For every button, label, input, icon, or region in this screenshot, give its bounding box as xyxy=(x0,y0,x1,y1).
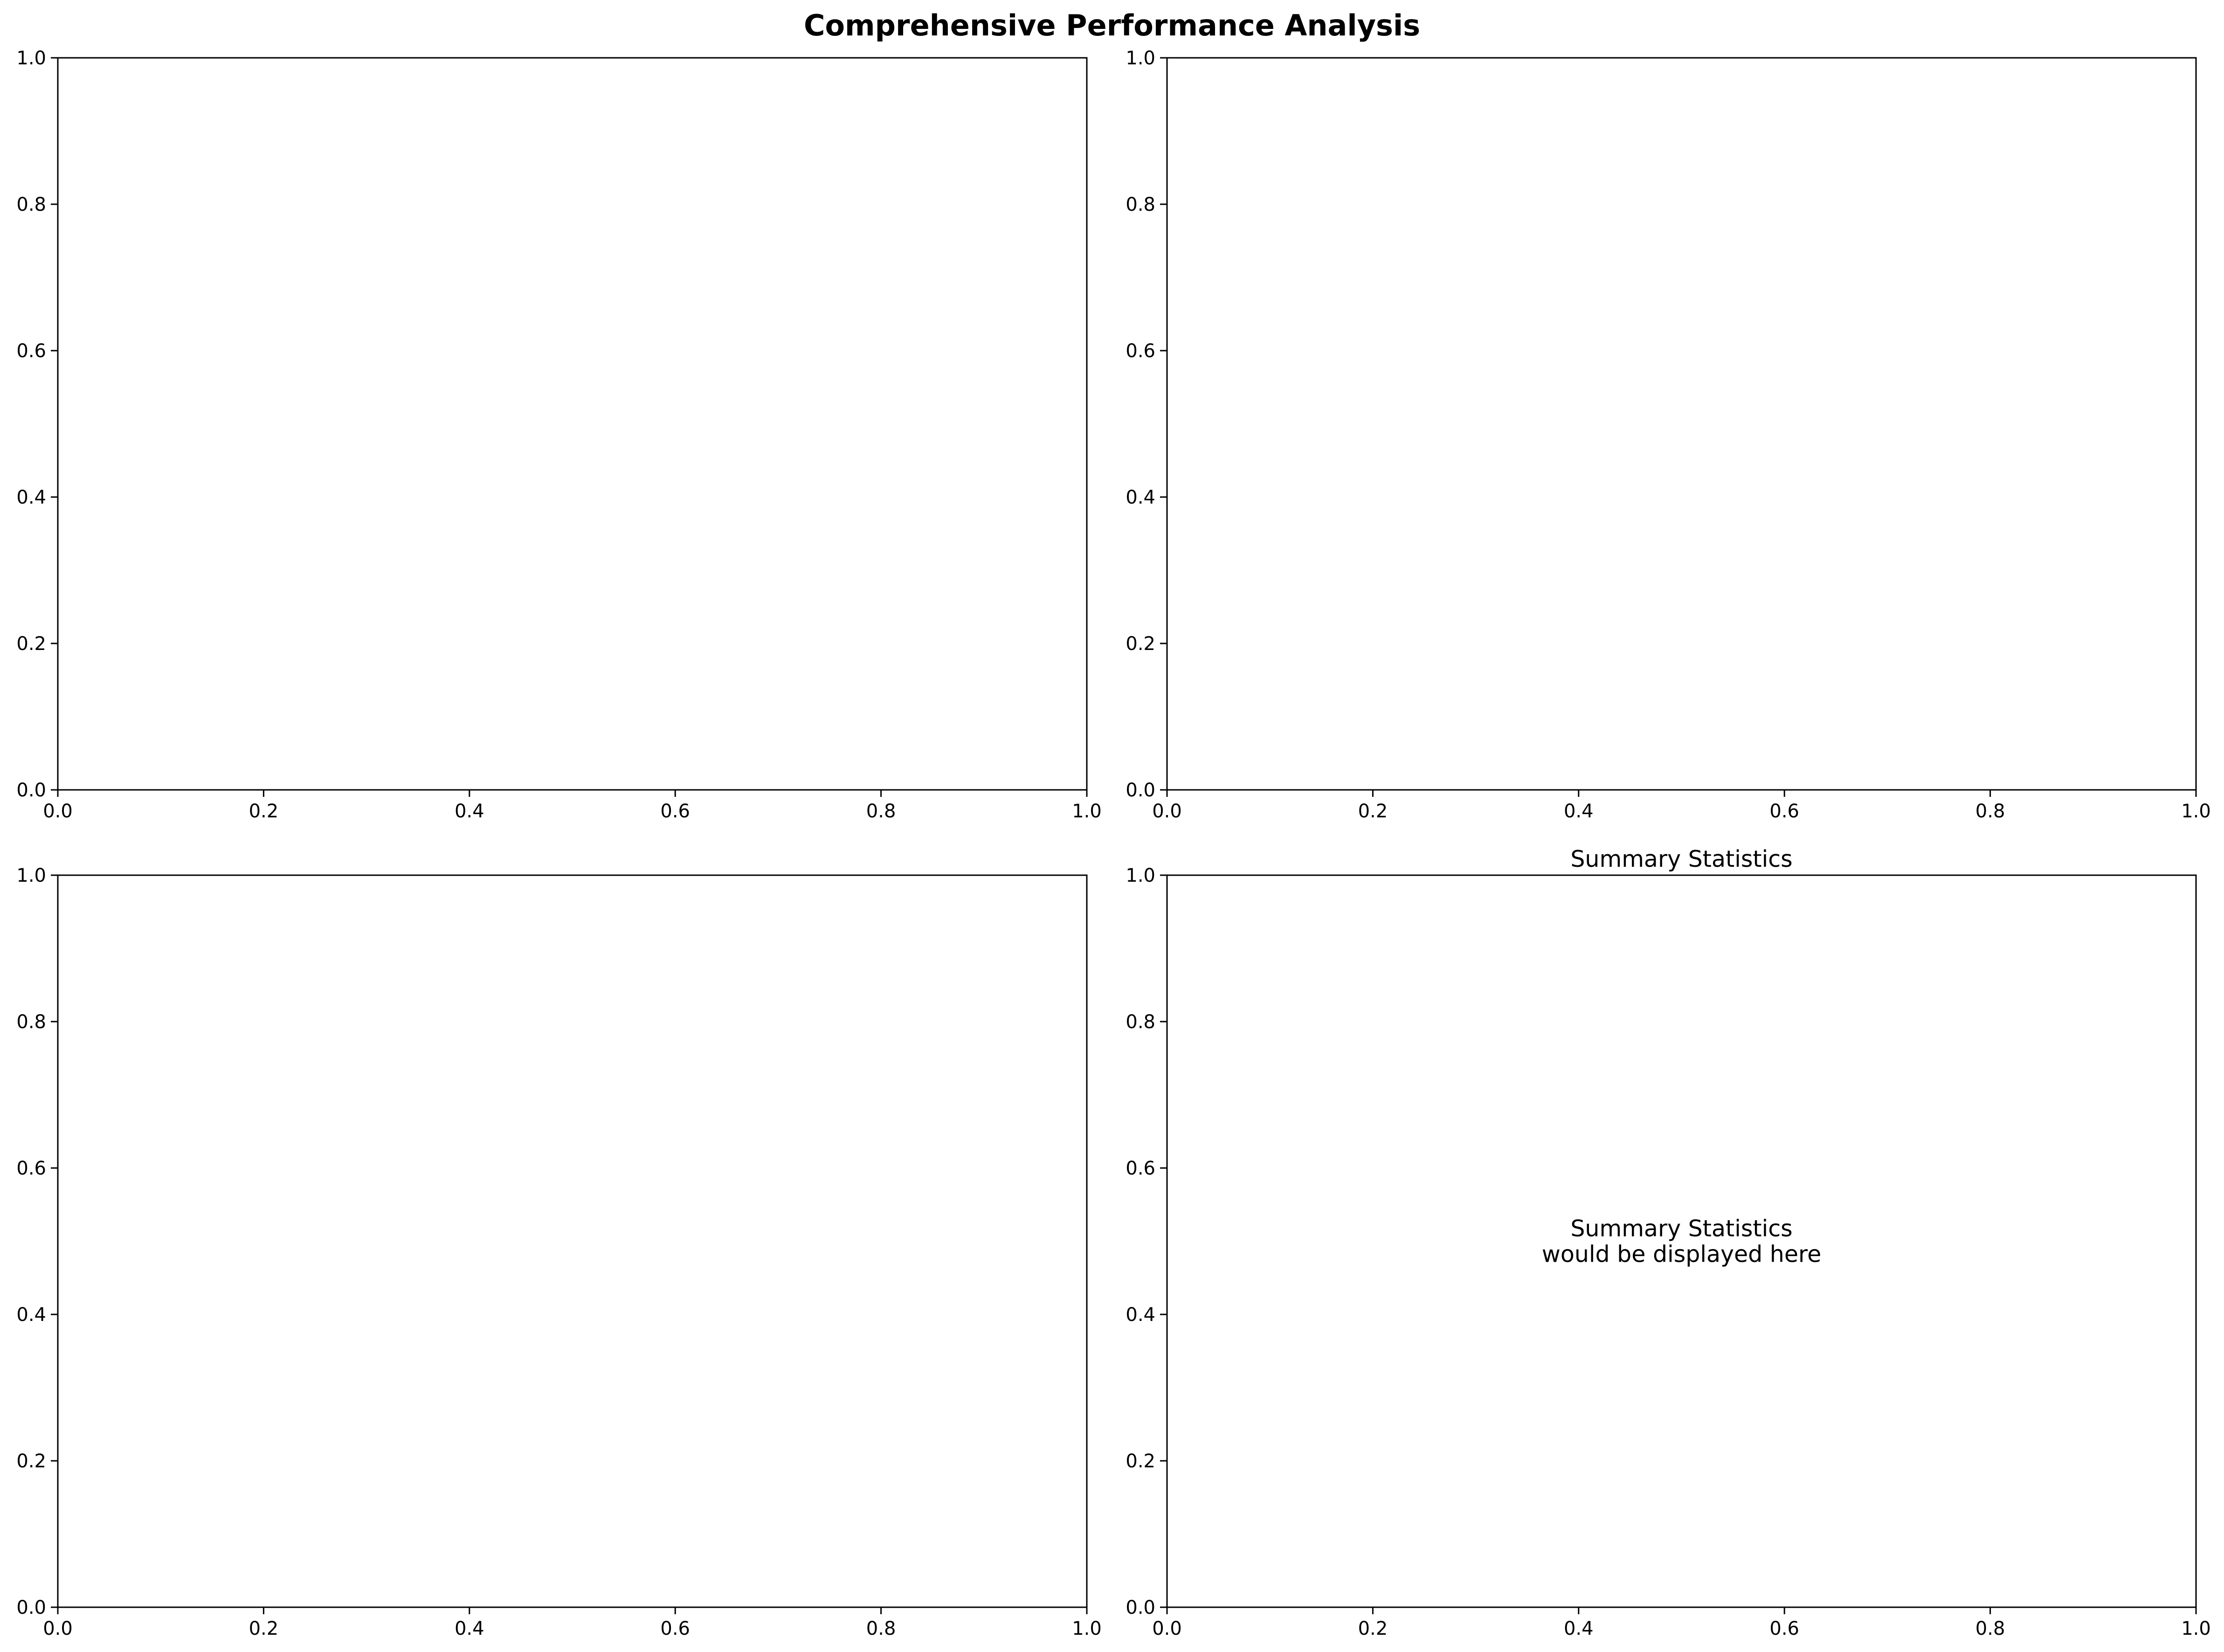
x-tick-label: 0.6 xyxy=(660,801,690,822)
y-tick-label: 0.8 xyxy=(16,194,46,215)
axes-frame xyxy=(57,57,1088,791)
y-tick-label: 0.4 xyxy=(1126,1304,1155,1326)
y-tick-label: 0.8 xyxy=(1126,194,1155,215)
x-tick-label: 0.8 xyxy=(1975,801,2005,822)
x-tick-label: 0.2 xyxy=(249,1618,279,1639)
axes-frame xyxy=(57,874,1088,1608)
annotation-text: Summary Statistics would be displayed her… xyxy=(1542,1216,1821,1268)
x-tick-label: 0.2 xyxy=(249,801,279,822)
x-tick-label: 0.0 xyxy=(1152,1618,1182,1639)
axes-frame xyxy=(1166,57,2197,791)
y-tick-label: 1.0 xyxy=(1126,865,1155,886)
x-tick-label: 1.0 xyxy=(2181,1618,2211,1639)
y-tick-label: 0.8 xyxy=(16,1011,46,1033)
x-tick-label: 0.0 xyxy=(43,801,73,822)
y-tick-label: 0.2 xyxy=(1126,1451,1155,1472)
y-tick-label: 1.0 xyxy=(16,48,46,69)
x-tick-label: 0.4 xyxy=(1564,801,1594,822)
y-tick-label: 0.6 xyxy=(1126,340,1155,362)
y-tick-label: 0.0 xyxy=(16,780,46,801)
figure-title: Comprehensive Performance Analysis xyxy=(804,8,1420,42)
y-tick-label: 0.6 xyxy=(16,1158,46,1179)
subplot-4: 0.0 0.2 0.4 0.6 0.8 1.0 0.0 0.2 0.4 0.6 0.8 1.0 Summ… xyxy=(1126,846,2210,1639)
y-tick-label: 0.4 xyxy=(16,1304,46,1326)
subplot-3: 0.0 0.2 0.4 0.6 0.8 1.0 0.0 0.2 0.4 0.6 0.8 1.0 xyxy=(16,865,1101,1639)
subplot-2: 0.0 0.2 0.4 0.6 0.8 1.0 0.0 0.2 0.4 0.6 0.8 1.0 xyxy=(1126,48,2210,822)
y-tick-label: 0.2 xyxy=(16,1451,46,1472)
y-tick-label: 0.0 xyxy=(1126,1597,1155,1618)
x-tick-label: 1.0 xyxy=(2181,801,2211,822)
x-tick-label: 1.0 xyxy=(1072,1618,1102,1639)
x-tick-label: 0.8 xyxy=(866,801,896,822)
subplot-title: Summary Statistics xyxy=(1570,846,1792,872)
x-tick-label: 0.4 xyxy=(1564,1618,1594,1639)
y-tick-label: 1.0 xyxy=(16,865,46,886)
y-tick-label: 0.2 xyxy=(16,633,46,655)
x-tick-label: 0.0 xyxy=(1152,801,1182,822)
x-tick-label: 0.2 xyxy=(1358,1618,1388,1639)
annotation-line: Summary Statistics xyxy=(1570,1216,1792,1242)
x-tick-label: 0.6 xyxy=(1769,801,1799,822)
x-tick-label: 0.8 xyxy=(1975,1618,2005,1639)
y-tick-label: 0.6 xyxy=(16,340,46,362)
x-tick-label: 0.0 xyxy=(43,1618,73,1639)
y-tick-label: 1.0 xyxy=(1126,48,1155,69)
x-tick-label: 0.2 xyxy=(1358,801,1388,822)
y-tick-label: 0.4 xyxy=(1126,487,1155,508)
x-tick-label: 0.4 xyxy=(455,1618,484,1639)
subplot-grid: 0.0 0.2 0.4 0.6 0.8 1.00.00.20.40.60.81.00.0 0… xyxy=(16,48,2210,1639)
x-tick-label: 0.6 xyxy=(1769,1618,1799,1639)
x-tick-label: 0.6 xyxy=(660,1618,690,1639)
y-tick-label: 0.0 xyxy=(16,1597,46,1618)
y-tick-label: 0.0 xyxy=(1126,780,1155,801)
y-tick-label: 0.6 xyxy=(1126,1158,1155,1179)
y-tick-label: 0.2 xyxy=(1126,633,1155,655)
y-tick-label: 0.4 xyxy=(16,487,46,508)
x-tick-label: 0.4 xyxy=(455,801,484,822)
subplot-1: 0.0 0.2 0.4 0.6 0.8 1.0 0.0 0.2 0.4 0.6 0.8 1.0 xyxy=(16,48,1101,822)
annotation-line: would be displayed here xyxy=(1542,1241,1821,1268)
x-tick-label: 0.8 xyxy=(866,1618,896,1639)
axes-frame xyxy=(1166,874,2197,1608)
x-tick-label: 1.0 xyxy=(1072,801,1102,822)
y-tick-label: 0.8 xyxy=(1126,1011,1155,1033)
